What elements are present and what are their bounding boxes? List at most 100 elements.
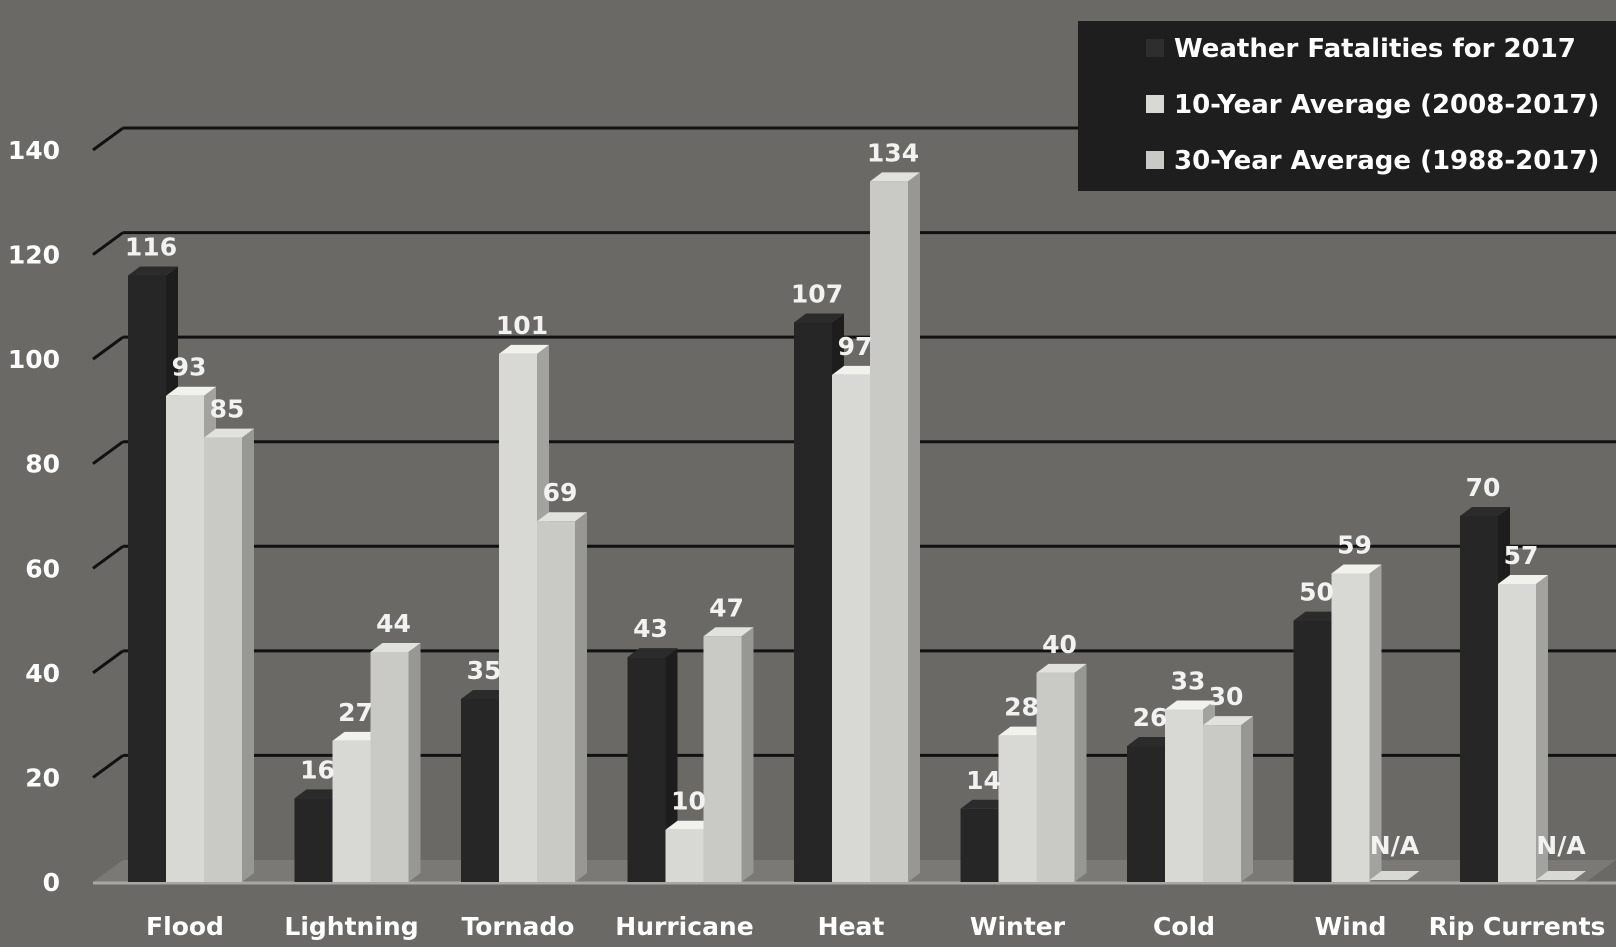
gridline-depth bbox=[92, 231, 124, 256]
data-label: 59 bbox=[1337, 531, 1372, 560]
x-tick-label: Flood bbox=[146, 912, 224, 941]
data-label: 16 bbox=[300, 755, 335, 784]
bar bbox=[1293, 620, 1332, 882]
bar-side bbox=[741, 627, 754, 882]
bar bbox=[1460, 516, 1498, 882]
bar-top bbox=[703, 627, 754, 637]
data-label: 33 bbox=[1171, 666, 1206, 695]
bar-top bbox=[1165, 700, 1215, 710]
x-tick-label: Tornado bbox=[462, 912, 575, 941]
x-tick-label: Wind bbox=[1315, 912, 1387, 941]
data-label: 14 bbox=[966, 766, 1001, 795]
bar bbox=[1165, 709, 1203, 882]
bar-side bbox=[408, 642, 421, 882]
x-tick-label: Heat bbox=[818, 912, 885, 941]
bar-side bbox=[1536, 574, 1548, 882]
bar bbox=[627, 657, 666, 882]
data-label: 26 bbox=[1133, 703, 1168, 732]
data-label: 107 bbox=[791, 280, 843, 309]
bar bbox=[832, 374, 870, 882]
data-label: 97 bbox=[838, 332, 873, 361]
y-tick-label: 80 bbox=[25, 450, 60, 479]
na-label: N/A bbox=[1370, 831, 1420, 860]
data-label: 47 bbox=[709, 593, 744, 622]
data-label: 69 bbox=[543, 478, 578, 507]
bar-top bbox=[332, 731, 383, 741]
y-axis: 0 20 40 60 80 100 120 140 bbox=[8, 136, 60, 897]
data-label: 44 bbox=[376, 609, 411, 638]
data-label: 27 bbox=[338, 698, 373, 727]
bar-top bbox=[960, 799, 1011, 809]
bars bbox=[128, 172, 1586, 882]
data-label: 85 bbox=[210, 395, 245, 424]
data-label: 116 bbox=[125, 232, 177, 261]
bar bbox=[1498, 583, 1536, 882]
bar bbox=[960, 808, 999, 882]
bar-top bbox=[627, 648, 678, 658]
bar bbox=[1036, 672, 1075, 882]
bar-top bbox=[128, 266, 178, 276]
bar-top bbox=[665, 820, 716, 830]
legend-label-10yr: 10-Year Average (2008-2017) bbox=[1174, 90, 1599, 120]
legend-swatch-30yr bbox=[1146, 151, 1164, 169]
gridline-depth bbox=[92, 126, 124, 152]
gridline-depth bbox=[92, 649, 124, 675]
data-label: 10 bbox=[671, 787, 706, 816]
bar bbox=[998, 735, 1037, 882]
data-label: 30 bbox=[1209, 682, 1244, 711]
bar-side bbox=[575, 512, 587, 882]
bar bbox=[294, 798, 333, 882]
data-label: 101 bbox=[496, 311, 548, 340]
legend: Weather Fatalities for 2017 10-Year Aver… bbox=[1078, 21, 1616, 191]
bar-top bbox=[870, 172, 920, 182]
x-tick-label: Hurricane bbox=[615, 912, 753, 941]
bar-top bbox=[1036, 663, 1087, 673]
bar-top bbox=[499, 344, 549, 354]
bar-side bbox=[908, 172, 920, 882]
bar-top bbox=[794, 313, 844, 323]
na-label: N/A bbox=[1536, 831, 1586, 860]
bar-top bbox=[832, 365, 882, 375]
bar-top bbox=[1203, 716, 1253, 726]
x-tick-label: Lightning bbox=[284, 912, 418, 941]
legend-label-2017: Weather Fatalities for 2017 bbox=[1174, 34, 1576, 64]
data-label: 93 bbox=[172, 353, 207, 382]
x-tick-label: Winter bbox=[970, 912, 1066, 941]
y-tick-label: 120 bbox=[8, 241, 60, 270]
bar bbox=[332, 740, 371, 882]
bar bbox=[204, 437, 242, 882]
y-tick-label: 40 bbox=[25, 659, 60, 688]
bar bbox=[537, 521, 575, 882]
data-label: 57 bbox=[1504, 541, 1539, 570]
bar bbox=[1203, 725, 1241, 882]
bar-top bbox=[1127, 737, 1177, 747]
bar-missing bbox=[1369, 871, 1420, 880]
y-tick-label: 0 bbox=[43, 868, 60, 897]
bar-side bbox=[1074, 663, 1087, 882]
bar-top bbox=[537, 512, 587, 522]
bar-top bbox=[998, 726, 1049, 736]
bar bbox=[703, 636, 742, 882]
legend-label-30yr: 30-Year Average (1988-2017) bbox=[1174, 146, 1599, 176]
bar-side bbox=[242, 428, 254, 882]
bar-top bbox=[294, 789, 345, 799]
data-label: 40 bbox=[1042, 630, 1077, 659]
y-tick-label: 60 bbox=[25, 554, 60, 583]
legend-box bbox=[1078, 21, 1616, 191]
bar-top bbox=[370, 642, 421, 652]
bar-missing bbox=[1536, 871, 1586, 880]
bar-top bbox=[166, 386, 216, 396]
data-label: 28 bbox=[1004, 693, 1039, 722]
data-label: 134 bbox=[867, 138, 919, 167]
bar bbox=[665, 829, 704, 882]
bar bbox=[370, 651, 409, 882]
bar bbox=[499, 353, 537, 882]
y-tick-label: 20 bbox=[25, 763, 60, 792]
data-label: 43 bbox=[633, 614, 668, 643]
bar-side bbox=[1241, 716, 1253, 882]
bar bbox=[1331, 573, 1370, 882]
gridline-depth bbox=[92, 440, 124, 465]
legend-swatch-2017 bbox=[1146, 39, 1164, 57]
